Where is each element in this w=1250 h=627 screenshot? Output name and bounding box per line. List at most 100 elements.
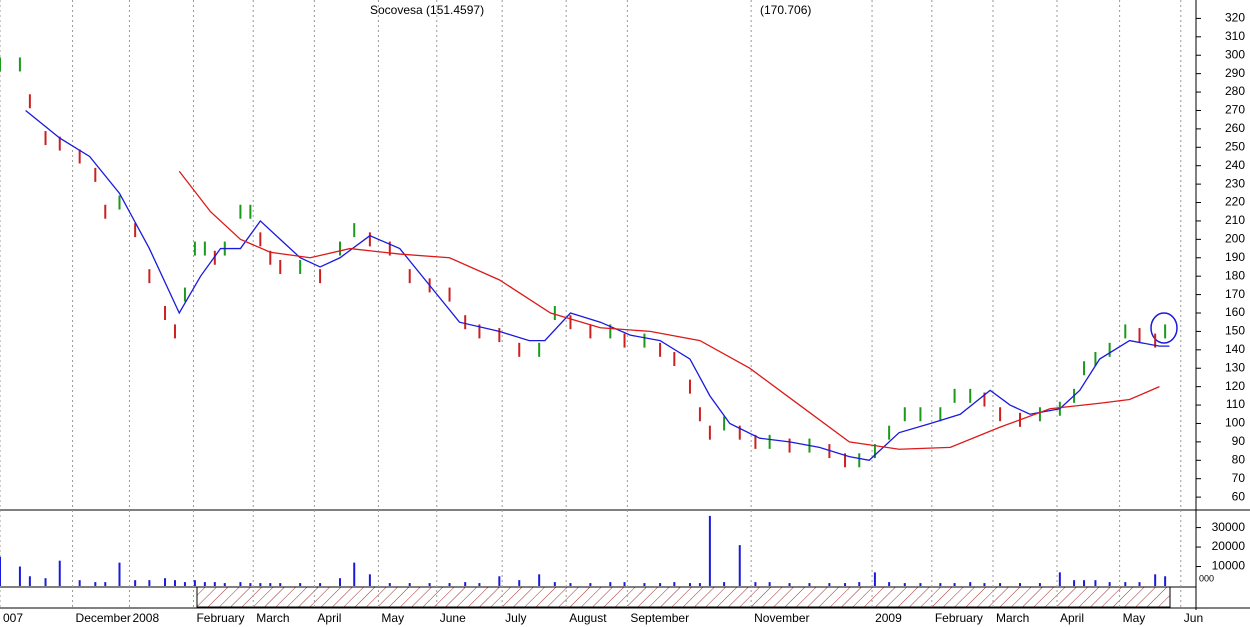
volume-bar <box>788 583 791 586</box>
volume-bar <box>464 582 467 586</box>
volume-bar <box>319 583 322 586</box>
volume-bar <box>1124 582 1127 586</box>
y-tick-label: 180 <box>1225 268 1245 282</box>
y-tick-label: 210 <box>1225 213 1245 227</box>
volume-bar <box>688 583 691 586</box>
y-tick-label: 130 <box>1225 360 1245 374</box>
volume-bar <box>623 582 626 586</box>
y-tick-label: 90 <box>1232 434 1246 448</box>
y-tick-label: 80 <box>1232 452 1246 466</box>
y-tick-label: 270 <box>1225 103 1245 117</box>
y-tick-label: 20000 <box>1212 539 1246 553</box>
volume-bar <box>183 582 186 586</box>
y-tick-label: 60 <box>1232 489 1246 503</box>
x-tick-label: November <box>754 611 809 625</box>
y-tick-label: 30000 <box>1212 520 1246 534</box>
volume-bar <box>249 583 252 586</box>
volume-bar <box>903 583 906 586</box>
y-tick-label: 140 <box>1225 342 1245 356</box>
volume-bar <box>518 580 521 586</box>
y-tick-label: 190 <box>1225 250 1245 264</box>
x-tick-label: April <box>1060 611 1084 625</box>
volume-bar <box>1073 580 1076 586</box>
volume-bar <box>808 583 811 586</box>
volume-bar <box>104 582 107 586</box>
volume-bar <box>193 580 196 586</box>
x-tick-label: May <box>1123 611 1146 625</box>
volume-bar <box>279 583 282 586</box>
volume-bar <box>553 582 556 586</box>
volume-unit: 000 <box>1199 573 1214 583</box>
volume-bar <box>78 580 81 586</box>
volume-bar <box>408 583 411 586</box>
volume-bar <box>498 576 501 586</box>
y-tick-label: 10000 <box>1212 559 1246 573</box>
volume-bar <box>148 580 151 586</box>
volume-bar <box>1083 580 1086 586</box>
x-tick-label: June <box>440 611 466 625</box>
y-tick-label: 220 <box>1225 195 1245 209</box>
y-tick-label: 300 <box>1225 47 1245 61</box>
volume-bar <box>1019 583 1022 586</box>
y-tick-label: 120 <box>1225 379 1245 393</box>
volume-bar <box>888 582 891 586</box>
x-tick-label: 2009 <box>875 611 902 625</box>
volume-bar <box>118 562 121 586</box>
volume-bar <box>1138 582 1141 586</box>
x-tick-label: February <box>935 611 983 625</box>
volume-bar <box>28 576 31 586</box>
y-tick-label: 110 <box>1226 397 1245 411</box>
x-tick-label: August <box>569 611 607 625</box>
volume-bar <box>1058 572 1061 586</box>
volume-bar <box>203 582 206 586</box>
volume-bar <box>589 583 592 586</box>
volume-bar <box>659 583 662 586</box>
volume-bar <box>164 578 167 586</box>
volume-bar <box>134 580 137 586</box>
y-tick-label: 200 <box>1225 232 1245 246</box>
y-tick-label: 320 <box>1225 11 1245 25</box>
volume-bar <box>353 562 356 586</box>
volume-bar <box>643 583 646 586</box>
hatched-strip <box>196 586 1171 608</box>
volume-bar <box>969 582 972 586</box>
volume-bar <box>223 583 226 586</box>
volume-bar <box>259 583 262 586</box>
y-tick-label: 230 <box>1225 176 1245 190</box>
y-tick-label: 240 <box>1225 158 1245 172</box>
volume-bar <box>448 583 451 586</box>
volume-bar <box>673 582 676 586</box>
x-tick-label: December <box>76 611 131 625</box>
volume-bar <box>1108 582 1111 586</box>
volume-bar <box>569 583 572 586</box>
y-tick-label: 160 <box>1225 305 1245 319</box>
y-tick-label: 170 <box>1225 287 1245 301</box>
volume-bar <box>0 556 1 586</box>
y-tick-label: 250 <box>1225 139 1245 153</box>
x-tick-label: May <box>381 611 404 625</box>
volume-bar <box>173 580 176 586</box>
volume-bar <box>738 545 741 586</box>
volume-bar <box>708 515 711 586</box>
volume-bar <box>368 574 371 586</box>
chart-title: Socovesa (151.4597) <box>370 3 484 17</box>
volume-bar <box>754 582 757 586</box>
x-tick-label: March <box>256 611 289 625</box>
x-tick-label: July <box>505 611 526 625</box>
x-tick-label: March <box>996 611 1029 625</box>
volume-bar <box>1038 583 1041 586</box>
y-tick-label: 280 <box>1225 84 1245 98</box>
volume-bar <box>538 574 541 586</box>
annotation-circle <box>1150 312 1178 344</box>
y-tick-label: 260 <box>1225 121 1245 135</box>
volume-bar <box>388 583 391 586</box>
volume-bar <box>339 578 342 586</box>
y-tick-label: 70 <box>1232 471 1246 485</box>
volume-bar <box>1154 574 1157 586</box>
volume-bar <box>58 560 61 586</box>
volume-bar <box>44 578 47 586</box>
volume-bar <box>269 583 272 586</box>
volume-bar <box>609 582 612 586</box>
volume-bar <box>1094 580 1097 586</box>
x-tick-label: Jun <box>1184 611 1203 625</box>
